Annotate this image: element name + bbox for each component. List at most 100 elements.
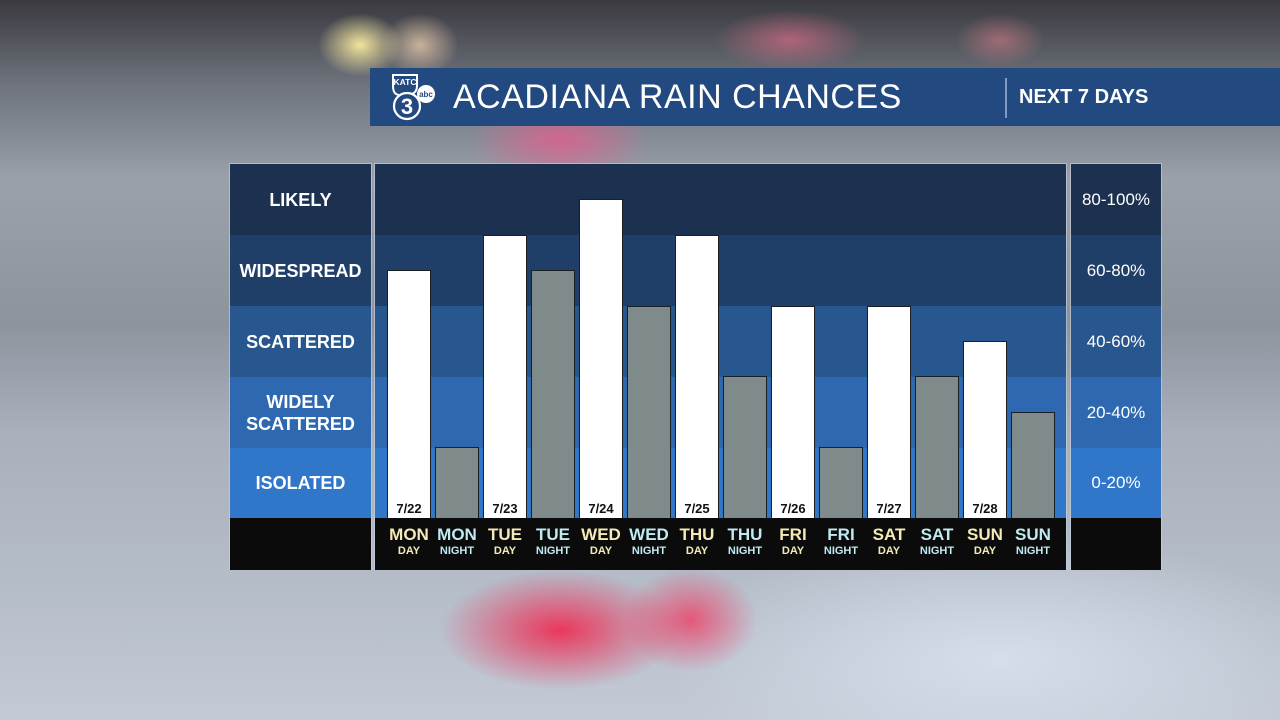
pct-band-4	[1071, 448, 1161, 518]
band-likely	[230, 164, 371, 235]
xlabel-period: DAY	[493, 545, 517, 557]
logo-channel: 3	[401, 94, 413, 119]
band-widely-scattered	[230, 377, 371, 448]
xlabel-sun-night: SUN NIGHT	[1009, 526, 1057, 559]
bar-tue-night	[531, 270, 575, 518]
xlabel-day: SUN	[967, 525, 1003, 544]
xlabel-sat-night: SAT NIGHT	[913, 526, 961, 559]
percent-label-20-40: 20-40%	[1086, 402, 1146, 422]
chart-plot-area: 7/22 7/23 7/24 7/25 7/26 7/27 7/28 MON DAY MON NI…	[374, 163, 1067, 570]
bar-fri-night	[819, 447, 863, 518]
xlabel-mon-night: MON NIGHT	[433, 526, 481, 559]
percent-label-60-80: 60-80%	[1086, 260, 1146, 280]
percent-legend-panel: 80-100% 60-80% 40-60% 20-40% 0-20%	[1070, 163, 1162, 570]
bar-date-label: 7/23	[492, 501, 518, 516]
bar-thu-day: 7/25	[675, 235, 719, 518]
bar-sat-day: 7/27	[867, 306, 911, 518]
xlabel-period: DAY	[589, 545, 613, 557]
bar-sat-night	[915, 376, 959, 518]
pct-band-2	[1071, 306, 1161, 377]
bar-thu-night	[723, 376, 767, 518]
xlabel-day: SUN	[1015, 525, 1051, 544]
xlabel-period: NIGHT	[631, 545, 667, 557]
xlabel-tue-night: TUE NIGHT	[529, 526, 577, 559]
bar-date-label: 7/27	[876, 501, 902, 516]
left-footer	[230, 518, 371, 570]
xlabel-day: MON	[437, 525, 477, 544]
plot-band-likely	[375, 164, 1066, 235]
bar-date-label: 7/24	[588, 501, 614, 516]
xlabel-period: DAY	[685, 545, 709, 557]
title-bar: KATC 3 abc ACADIANA RAIN CHANCES NEXT 7 …	[370, 68, 1280, 126]
category-label-scattered: SCATTERED	[246, 331, 355, 352]
category-label-isolated: ISOLATED	[255, 473, 346, 493]
bar-wed-night	[627, 306, 671, 518]
xlabel-fri-night: FRI NIGHT	[817, 526, 865, 559]
right-footer	[1071, 518, 1161, 570]
xlabel-period: DAY	[973, 545, 997, 557]
bar-tue-day: 7/23	[483, 235, 527, 518]
xlabel-day: FRI	[779, 525, 807, 544]
chart-subtitle: NEXT 7 DAYS	[1019, 86, 1149, 108]
xlabel-period: NIGHT	[439, 545, 475, 557]
percent-label-0-20: 0-20%	[1091, 473, 1141, 492]
xlabel-thu-day: THU DAY	[673, 526, 721, 559]
category-label-widespread: WIDESPREAD	[239, 260, 362, 281]
bar-wed-day: 7/24	[579, 199, 623, 518]
xlabel-mon-day: MON DAY	[385, 526, 433, 559]
bar-date-label: 7/28	[972, 501, 998, 516]
xlabel-day: TUE	[488, 525, 522, 544]
xlabel-day: WED	[581, 525, 621, 544]
category-label-widely-scattered: WIDELY SCATTERED	[246, 391, 355, 434]
xaxis-footer	[375, 518, 1066, 570]
bar-sun-day: 7/28	[963, 341, 1007, 518]
bar-fri-day: 7/26	[771, 306, 815, 518]
band-isolated	[230, 448, 371, 518]
band-scattered	[230, 306, 371, 377]
xlabel-fri-day: FRI DAY	[769, 526, 817, 559]
band-widespread	[230, 235, 371, 306]
xlabel-day: SAT	[920, 525, 954, 544]
xlabel-day: FRI	[827, 525, 855, 544]
percent-label-80-100: 80-100%	[1081, 189, 1151, 209]
pct-band-1	[1071, 235, 1161, 306]
xlabel-thu-night: THU NIGHT	[721, 526, 769, 559]
xlabel-period: NIGHT	[1015, 545, 1051, 557]
bar-mon-day: 7/22	[387, 270, 431, 518]
xlabel-day: MON	[389, 525, 429, 544]
chart-title: ACADIANA RAIN CHANCES	[453, 78, 902, 116]
xlabel-period: NIGHT	[823, 545, 859, 557]
xlabel-period: DAY	[397, 545, 421, 557]
bar-date-label: 7/25	[684, 501, 710, 516]
category-label-likely: LIKELY	[269, 189, 332, 210]
katc-logo-icon: KATC 3 abc	[392, 74, 435, 121]
bar-sun-night	[1011, 412, 1055, 518]
pct-band-3	[1071, 377, 1161, 448]
title-divider	[1005, 78, 1007, 118]
xlabel-tue-day: TUE DAY	[481, 526, 529, 559]
bar-mon-night	[435, 447, 479, 518]
logo-station: KATC	[394, 77, 417, 87]
bar-series: 7/22 7/23 7/24 7/25 7/26 7/27 7/28	[375, 164, 1066, 518]
x-axis-labels: MON DAY MON NIGHT TUE DAY TUE NIGHT WED DAY WED NIG…	[375, 518, 1066, 570]
bar-date-label: 7/26	[780, 501, 806, 516]
xlabel-period: NIGHT	[535, 545, 571, 557]
xlabel-sun-day: SUN DAY	[961, 526, 1009, 559]
xlabel-period: NIGHT	[727, 545, 763, 557]
pct-band-0	[1071, 164, 1161, 235]
xlabel-period: DAY	[877, 545, 901, 557]
xlabel-period: DAY	[781, 545, 805, 557]
xlabel-sat-day: SAT DAY	[865, 526, 913, 559]
xlabel-wed-night: WED NIGHT	[625, 526, 673, 559]
xlabel-period: NIGHT	[919, 545, 955, 557]
xlabel-wed-day: WED DAY	[577, 526, 625, 559]
xlabel-day: THU	[727, 525, 763, 544]
percent-label-40-60: 40-60%	[1086, 331, 1146, 351]
bar-date-label: 7/22	[396, 501, 422, 516]
category-legend-panel: LIKELY WIDESPREAD SCATTERED WIDELY SCATT…	[229, 163, 372, 570]
xlabel-day: TUE	[536, 525, 570, 544]
xlabel-day: THU	[679, 525, 715, 544]
xlabel-day: SAT	[872, 525, 906, 544]
logo-network: abc	[419, 90, 433, 99]
xlabel-day: WED	[629, 525, 669, 544]
